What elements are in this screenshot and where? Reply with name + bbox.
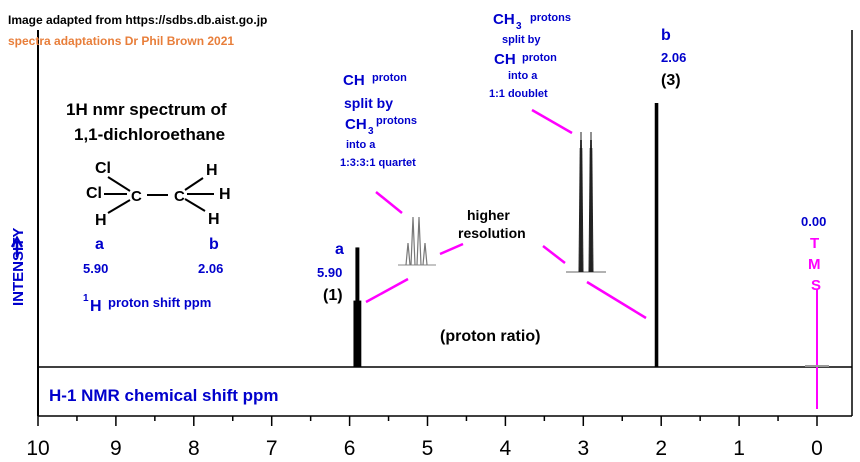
peak-b-letter: b bbox=[661, 27, 671, 44]
x-tick-label: 8 bbox=[188, 437, 200, 460]
ch-annotation-title-suffix: proton bbox=[372, 72, 407, 84]
tms-letter-t: T bbox=[810, 235, 820, 252]
doublet-inset-pointer-line bbox=[531, 108, 573, 135]
tms-shift: 0.00 bbox=[801, 214, 827, 229]
molecule-shift-a: 5.90 bbox=[83, 261, 109, 276]
x-tick-label: 1 bbox=[733, 437, 745, 460]
author-credit: spectra adaptations Dr Phil Brown 2021 bbox=[8, 34, 235, 48]
resolution-pointer-right bbox=[542, 245, 566, 264]
x-tick-label: 3 bbox=[577, 437, 589, 460]
atom-cl-top: Cl bbox=[95, 160, 111, 177]
source-credit: Image adapted from https://sdbs.db.aist.… bbox=[8, 13, 268, 27]
x-tick-label: 4 bbox=[500, 437, 512, 460]
atom-cl-left: Cl bbox=[86, 185, 102, 202]
peak-a-line bbox=[356, 247, 360, 367]
atom-c2: C bbox=[174, 188, 185, 205]
molecule-bond bbox=[184, 198, 206, 212]
quartet-inset-peak bbox=[405, 242, 411, 266]
shift-caption-superscript: 1 bbox=[83, 293, 89, 304]
spectrum-title-line2: 1,1-dichloroethane bbox=[74, 125, 226, 144]
molecule-bond bbox=[184, 177, 204, 191]
peak-a-shift: 5.90 bbox=[317, 265, 343, 280]
peak-a-line bbox=[353, 300, 356, 367]
spectrum-title-line1: 1H nmr spectrum of bbox=[66, 100, 227, 119]
peak-b-line bbox=[654, 103, 657, 367]
ch-annotation-title: CH bbox=[343, 72, 365, 89]
x-tick-label: 6 bbox=[344, 437, 356, 460]
atom-c1: C bbox=[131, 188, 142, 205]
ch-annotation-split-by: split by bbox=[344, 95, 394, 111]
doublet-pointer-line bbox=[586, 280, 647, 320]
peak-b-shift: 2.06 bbox=[661, 50, 687, 65]
ch3-annotation-ch-suffix: proton bbox=[522, 52, 557, 64]
x-tick-label: 10 bbox=[26, 437, 49, 460]
ch-annotation-pattern: 1:3:3:1 quartet bbox=[340, 157, 416, 169]
ch3-annotation-title: CH bbox=[493, 11, 515, 28]
x-tick-label: 5 bbox=[422, 437, 434, 460]
atom-h-left: H bbox=[95, 212, 107, 229]
molecule-bond bbox=[107, 199, 131, 214]
ch-annotation-ch3-suffix: protons bbox=[376, 115, 417, 127]
tms-letter-m: M bbox=[808, 256, 821, 273]
shift-caption-text: proton shift ppm bbox=[108, 295, 212, 310]
peak-b-line bbox=[656, 103, 659, 367]
atom-h-right: H bbox=[219, 186, 231, 203]
doublet-inset-peak bbox=[591, 147, 594, 273]
peak-a-line bbox=[358, 300, 362, 367]
atom-h-top-right: H bbox=[206, 162, 218, 179]
ch3-annotation-split-by: split by bbox=[502, 34, 541, 46]
molecule-shift-b: 2.06 bbox=[198, 261, 224, 276]
molecule-bond bbox=[107, 176, 131, 192]
atom-h-bottom-right: H bbox=[208, 211, 220, 228]
resolution-pointer-left bbox=[439, 242, 464, 256]
x-tick-label: 7 bbox=[266, 437, 278, 460]
ch3-annotation-into: into a bbox=[508, 70, 538, 82]
peak-a-letter: a bbox=[335, 241, 344, 258]
ch3-annotation-title-suffix: protons bbox=[530, 12, 571, 24]
peak-b-ratio: (3) bbox=[661, 72, 681, 89]
peak-a-ratio: (1) bbox=[323, 287, 343, 304]
ch3-annotation-pattern: 1:1 doublet bbox=[489, 88, 548, 100]
ch-annotation-into: into a bbox=[346, 139, 376, 151]
peak-a-line bbox=[355, 247, 358, 367]
ch3-annotation-ch: CH bbox=[494, 51, 516, 68]
quartet-pointer-line bbox=[365, 277, 409, 304]
ch-annotation-ch3-sub: 3 bbox=[368, 126, 374, 137]
shift-caption-h: H bbox=[90, 298, 102, 315]
x-tick-label: 9 bbox=[110, 437, 122, 460]
molecule-label-b: b bbox=[209, 236, 219, 253]
proton-ratio-label: (proton ratio) bbox=[440, 328, 541, 345]
x-tick-label: 2 bbox=[655, 437, 667, 460]
x-tick-label: 0 bbox=[811, 437, 823, 460]
doublet-inset-peak bbox=[581, 147, 584, 273]
quartet-inset-peak bbox=[422, 242, 428, 266]
ch3-annotation-title-sub: 3 bbox=[516, 21, 522, 32]
higher-resolution-label-1: higher bbox=[467, 207, 510, 223]
quartet-inset-pointer-line bbox=[375, 191, 403, 214]
tms-letter-s: S bbox=[811, 277, 822, 294]
quartet-inset-peak bbox=[410, 216, 416, 266]
x-axis-label: H-1 NMR chemical shift ppm bbox=[49, 386, 279, 405]
higher-resolution-label-2: resolution bbox=[458, 225, 526, 241]
quartet-inset-peak bbox=[416, 216, 422, 266]
molecule-label-a: a bbox=[95, 236, 104, 253]
y-axis-arrow-icon bbox=[10, 235, 24, 257]
ch-annotation-ch3: CH bbox=[345, 116, 367, 133]
y-axis-label: INTENSITY bbox=[10, 227, 27, 306]
